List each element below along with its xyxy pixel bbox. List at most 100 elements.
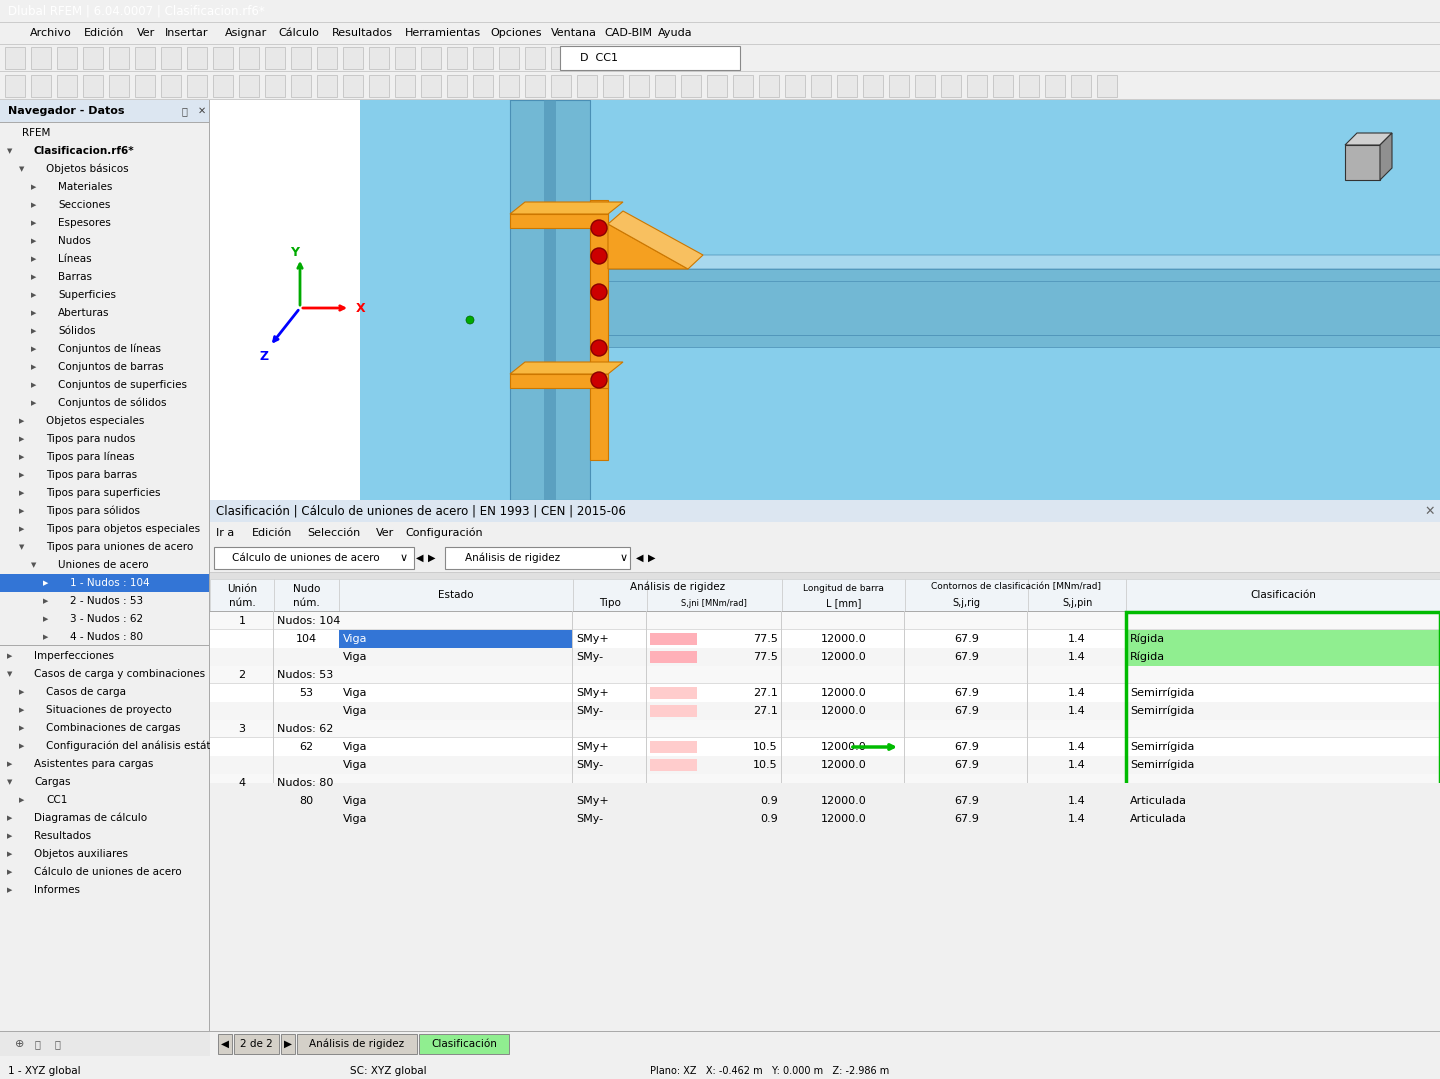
Text: Cálculo de uniones de acero: Cálculo de uniones de acero bbox=[35, 868, 181, 877]
Text: 27.1: 27.1 bbox=[753, 688, 778, 698]
Text: Rígida: Rígida bbox=[1130, 652, 1165, 663]
Text: Configuración: Configuración bbox=[406, 528, 484, 538]
Text: Conjuntos de sólidos: Conjuntos de sólidos bbox=[58, 398, 167, 408]
Text: Asignar: Asignar bbox=[225, 28, 266, 38]
Text: ◀: ◀ bbox=[636, 554, 644, 563]
Text: Análisis de rigidez: Análisis de rigidez bbox=[465, 552, 560, 563]
Bar bbox=[649, 687, 697, 699]
Text: ◀: ◀ bbox=[416, 554, 423, 563]
Text: 1.4: 1.4 bbox=[1068, 796, 1086, 806]
Text: 3: 3 bbox=[239, 724, 245, 734]
Bar bbox=[369, 76, 389, 97]
Text: Articulada: Articulada bbox=[1130, 796, 1188, 806]
Bar bbox=[1045, 76, 1066, 97]
Text: Materiales: Materiales bbox=[58, 182, 112, 192]
Bar bbox=[446, 47, 467, 69]
Text: Viga: Viga bbox=[343, 814, 367, 824]
Bar bbox=[281, 1034, 295, 1054]
Text: ◀: ◀ bbox=[220, 1039, 229, 1049]
Text: ▶: ▶ bbox=[43, 616, 49, 622]
Bar bbox=[629, 47, 649, 69]
Bar bbox=[811, 76, 831, 97]
Text: X: X bbox=[356, 301, 366, 314]
Text: 67.9: 67.9 bbox=[955, 688, 979, 698]
Bar bbox=[759, 76, 779, 97]
Circle shape bbox=[590, 284, 608, 300]
Text: ✕: ✕ bbox=[1424, 505, 1436, 518]
Text: ▶: ▶ bbox=[32, 256, 36, 262]
Text: ▶: ▶ bbox=[43, 581, 49, 586]
Text: Tipos para barras: Tipos para barras bbox=[46, 470, 137, 480]
Text: Clasificacion.rf6*: Clasificacion.rf6* bbox=[35, 146, 134, 156]
Bar bbox=[0, 100, 210, 122]
Bar bbox=[649, 651, 697, 663]
Text: Objetos especiales: Objetos especiales bbox=[46, 416, 144, 426]
Bar bbox=[526, 47, 544, 69]
Bar bbox=[445, 547, 631, 569]
Bar bbox=[577, 76, 598, 97]
Text: 🗕: 🗕 bbox=[181, 106, 187, 117]
Text: Espesores: Espesores bbox=[58, 218, 111, 228]
Text: Ventana: Ventana bbox=[550, 28, 596, 38]
Bar bbox=[603, 76, 624, 97]
Bar bbox=[649, 795, 697, 807]
Text: 77.5: 77.5 bbox=[753, 634, 778, 644]
Text: Rígida: Rígida bbox=[1130, 633, 1165, 644]
Text: 67.9: 67.9 bbox=[955, 634, 979, 644]
Bar bbox=[210, 573, 1440, 579]
Text: ▶: ▶ bbox=[428, 554, 435, 563]
Bar bbox=[317, 47, 337, 69]
Text: ▶: ▶ bbox=[7, 833, 13, 839]
Bar bbox=[446, 76, 467, 97]
Bar bbox=[239, 76, 259, 97]
Text: ▶: ▶ bbox=[32, 185, 36, 190]
Text: 1.4: 1.4 bbox=[1068, 652, 1086, 663]
Text: 12000.0: 12000.0 bbox=[821, 634, 867, 644]
Bar bbox=[1126, 579, 1440, 611]
Text: 67.9: 67.9 bbox=[955, 814, 979, 824]
Text: ▶: ▶ bbox=[648, 554, 655, 563]
Text: ▶: ▶ bbox=[7, 887, 13, 893]
Bar bbox=[994, 76, 1012, 97]
Text: 27.1: 27.1 bbox=[753, 706, 778, 716]
Bar bbox=[84, 76, 104, 97]
Bar bbox=[317, 76, 337, 97]
Text: SMy+: SMy+ bbox=[576, 742, 609, 752]
Text: 10.5: 10.5 bbox=[753, 742, 778, 752]
Text: 3 - Nudos : 62: 3 - Nudos : 62 bbox=[71, 614, 143, 624]
Text: ▶: ▶ bbox=[32, 274, 36, 279]
Text: Nudos: 53: Nudos: 53 bbox=[276, 670, 333, 680]
Text: Opciones: Opciones bbox=[491, 28, 541, 38]
Text: ▶: ▶ bbox=[32, 364, 36, 370]
Text: ▶: ▶ bbox=[32, 292, 36, 298]
Polygon shape bbox=[608, 211, 703, 269]
Bar bbox=[655, 76, 675, 97]
Bar bbox=[217, 1034, 232, 1054]
Bar bbox=[210, 774, 1440, 792]
Polygon shape bbox=[510, 80, 611, 100]
Text: 1: 1 bbox=[239, 616, 245, 626]
Text: Conjuntos de líneas: Conjuntos de líneas bbox=[58, 344, 161, 354]
Text: 1.4: 1.4 bbox=[1068, 706, 1086, 716]
Polygon shape bbox=[510, 361, 624, 374]
Text: Viga: Viga bbox=[343, 634, 367, 644]
Bar bbox=[360, 100, 1440, 500]
Text: Nudos: Nudos bbox=[58, 236, 91, 246]
Text: Conjuntos de barras: Conjuntos de barras bbox=[58, 361, 164, 372]
Text: Casos de carga y combinaciones: Casos de carga y combinaciones bbox=[35, 669, 204, 679]
Text: Selección: Selección bbox=[308, 528, 361, 538]
Bar bbox=[544, 100, 556, 500]
Text: ⊕: ⊕ bbox=[14, 1039, 24, 1049]
Bar bbox=[0, 1032, 210, 1056]
Text: CAD-BIM: CAD-BIM bbox=[603, 28, 652, 38]
Text: 10.5: 10.5 bbox=[753, 760, 778, 770]
Text: Ir a: Ir a bbox=[216, 528, 235, 538]
Text: 53: 53 bbox=[300, 688, 314, 698]
Bar bbox=[32, 47, 50, 69]
Text: 2: 2 bbox=[239, 670, 246, 680]
Text: ▶: ▶ bbox=[19, 797, 24, 803]
Bar bbox=[0, 574, 210, 592]
Text: Ver: Ver bbox=[137, 28, 156, 38]
Bar bbox=[681, 47, 701, 69]
Bar bbox=[904, 579, 1028, 611]
